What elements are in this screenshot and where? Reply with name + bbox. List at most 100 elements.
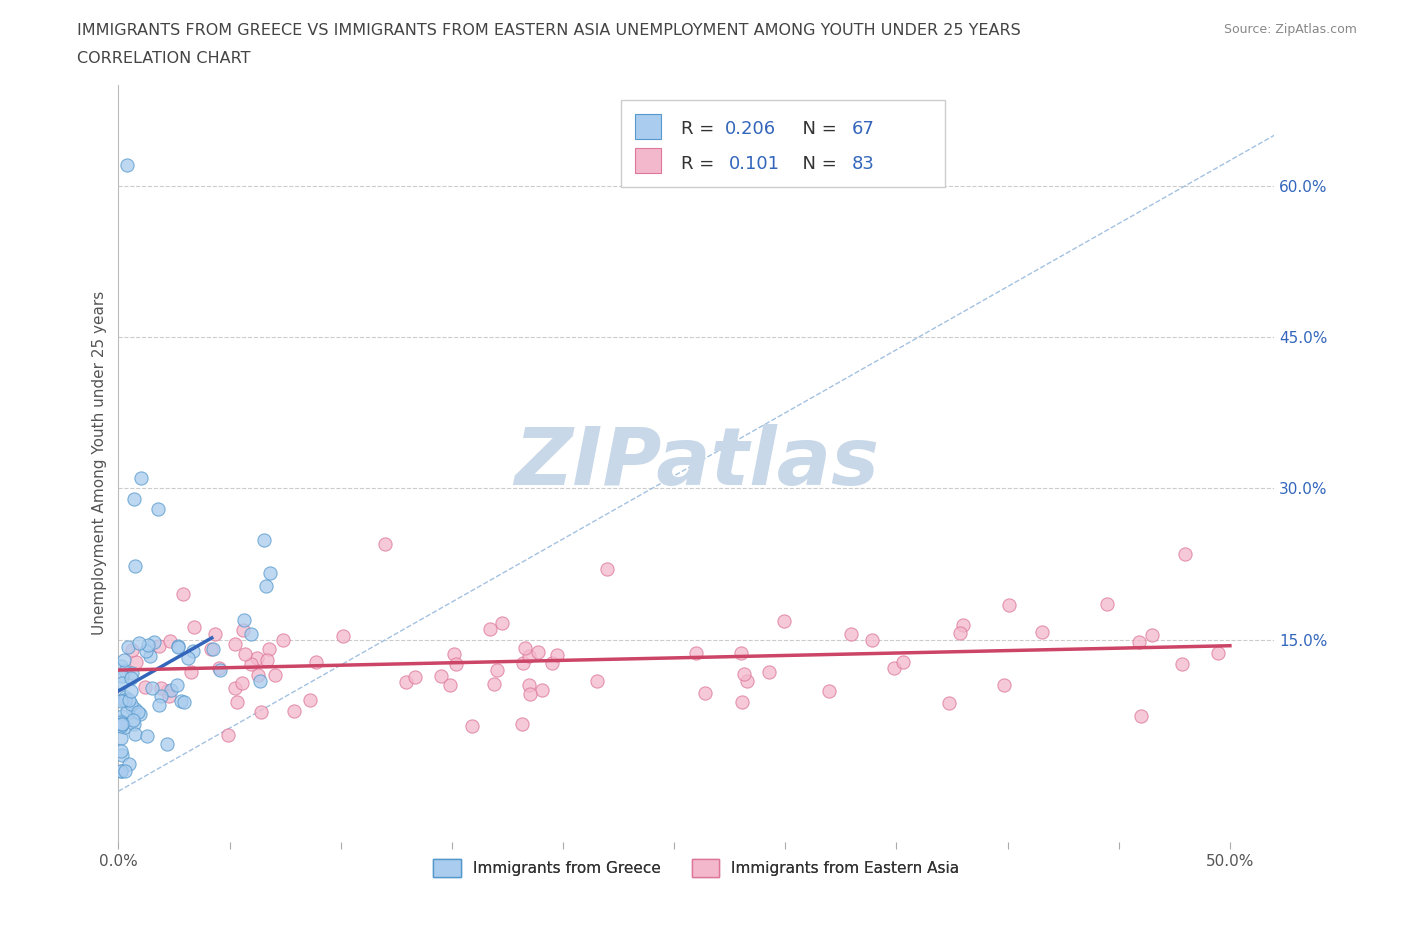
Point [997, 598, 1019, 613]
Point [444, 657, 467, 671]
Point [121, 684, 143, 698]
Text: 67: 67 [851, 120, 875, 138]
Text: 0.101: 0.101 [728, 155, 780, 173]
Point [120, 671, 142, 685]
Point [731, 695, 754, 710]
Point [1031, 625, 1053, 640]
Point [110, 719, 132, 734]
Point [540, 656, 562, 671]
Point [818, 684, 841, 698]
Point [510, 716, 533, 731]
Point [685, 646, 707, 661]
Point [143, 634, 166, 649]
Point [332, 629, 354, 644]
Point [110, 764, 132, 778]
Point [124, 717, 146, 732]
Point [233, 646, 256, 661]
Point [239, 657, 262, 671]
Point [883, 660, 905, 675]
Text: Source: ZipAtlas.com: Source: ZipAtlas.com [1223, 23, 1357, 36]
Point [208, 660, 231, 675]
Point [439, 677, 461, 692]
Point [115, 704, 138, 719]
Point [256, 653, 278, 668]
Point [860, 632, 883, 647]
Point [772, 614, 794, 629]
Point [283, 703, 305, 718]
Point [1130, 708, 1153, 723]
Point [733, 667, 755, 682]
Point [491, 616, 513, 631]
Point [204, 627, 226, 642]
Point [512, 656, 534, 671]
Point [114, 764, 136, 778]
Y-axis label: Unemployment Among Youth under 25 years: Unemployment Among Youth under 25 years [93, 291, 107, 635]
Point [157, 688, 180, 703]
Point [938, 696, 960, 711]
Point [121, 712, 143, 727]
Point [129, 471, 152, 485]
Text: R =: R = [682, 120, 720, 138]
Point [111, 675, 134, 690]
Point [110, 658, 132, 673]
Point [166, 678, 188, 693]
FancyBboxPatch shape [636, 114, 661, 140]
Point [993, 678, 1015, 693]
Point [240, 626, 263, 641]
Point [114, 663, 136, 678]
Point [127, 704, 149, 719]
Point [200, 642, 222, 657]
Point [1095, 596, 1118, 611]
Text: N =: N = [792, 155, 842, 173]
Point [117, 158, 139, 173]
Point [183, 619, 205, 634]
Point [180, 664, 202, 679]
Point [460, 718, 482, 733]
Point [111, 747, 134, 762]
Point [173, 695, 195, 710]
Point [730, 645, 752, 660]
Point [124, 558, 146, 573]
FancyBboxPatch shape [636, 148, 661, 173]
Point [585, 674, 607, 689]
Point [110, 694, 132, 709]
Point [217, 727, 239, 742]
Point [150, 688, 173, 703]
Point [233, 612, 256, 627]
Point [517, 648, 540, 663]
Point [395, 674, 418, 689]
Point [231, 623, 253, 638]
Point [1128, 634, 1150, 649]
Point [224, 637, 246, 652]
Point [304, 655, 326, 670]
Point [259, 566, 281, 581]
Point [231, 676, 253, 691]
Point [891, 654, 914, 669]
Point [114, 719, 136, 734]
Point [118, 756, 141, 771]
Text: R =: R = [682, 155, 725, 173]
Point [1206, 645, 1229, 660]
Point [110, 743, 132, 758]
Point [148, 501, 170, 516]
Point [249, 704, 271, 719]
Point [156, 684, 179, 698]
Text: 0.206: 0.206 [725, 120, 776, 138]
Point [139, 648, 162, 663]
Point [202, 641, 225, 656]
Point [110, 717, 132, 732]
Point [121, 665, 143, 680]
Point [485, 663, 508, 678]
Point [515, 641, 537, 656]
Point [429, 669, 451, 684]
Point [404, 670, 426, 684]
Point [148, 639, 170, 654]
Point [253, 533, 276, 548]
Point [224, 681, 246, 696]
Point [517, 677, 540, 692]
Point [156, 737, 179, 751]
Point [135, 644, 157, 658]
Text: IMMIGRANTS FROM GREECE VS IMMIGRANTS FROM EASTERN ASIA UNEMPLOYMENT AMONG YOUTH : IMMIGRANTS FROM GREECE VS IMMIGRANTS FRO… [77, 23, 1021, 38]
Point [125, 654, 148, 669]
Point [254, 578, 277, 593]
